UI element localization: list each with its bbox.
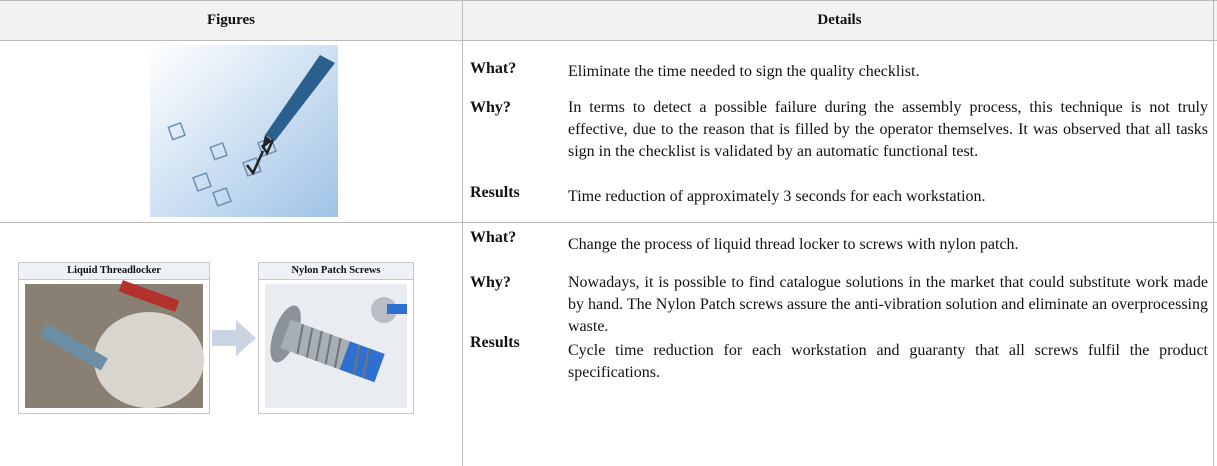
checklist-figure <box>150 45 338 217</box>
item-label: Results <box>470 184 520 201</box>
column-rule <box>1213 0 1214 466</box>
item-label: What? <box>470 229 517 246</box>
item-text: Time reduction of approximately 3 second… <box>568 188 986 205</box>
column-rule <box>462 0 463 466</box>
item-label: Why? <box>470 274 511 291</box>
rule <box>0 0 1217 1</box>
item-label: Results <box>470 334 520 351</box>
figure-panel: Liquid Threadlocker <box>18 262 210 414</box>
panel-title: Nylon Patch Screws <box>259 263 413 280</box>
header-bg <box>0 0 1217 40</box>
header-details: Details <box>817 12 862 28</box>
item-label: Why? <box>470 99 511 116</box>
item-text: In terms to detect a possible failure du… <box>568 99 1208 160</box>
figure-panel: Nylon Patch Screws <box>258 262 414 414</box>
item-text: Nowadays, it is possible to find catalog… <box>568 274 1208 335</box>
panel-title: Liquid Threadlocker <box>19 263 209 280</box>
item-text: Cycle time reduction for each workstatio… <box>568 342 1208 381</box>
rule <box>0 222 1217 223</box>
header-figures: Figures <box>206 12 256 28</box>
threadlocker-image <box>25 280 204 408</box>
item-text: Eliminate the time needed to sign the qu… <box>568 63 920 80</box>
screw-image <box>265 284 407 408</box>
rule <box>0 40 1217 41</box>
arrow <box>212 320 256 356</box>
item-label: What? <box>470 60 517 77</box>
item-text: Change the process of liquid thread lock… <box>568 236 1019 253</box>
